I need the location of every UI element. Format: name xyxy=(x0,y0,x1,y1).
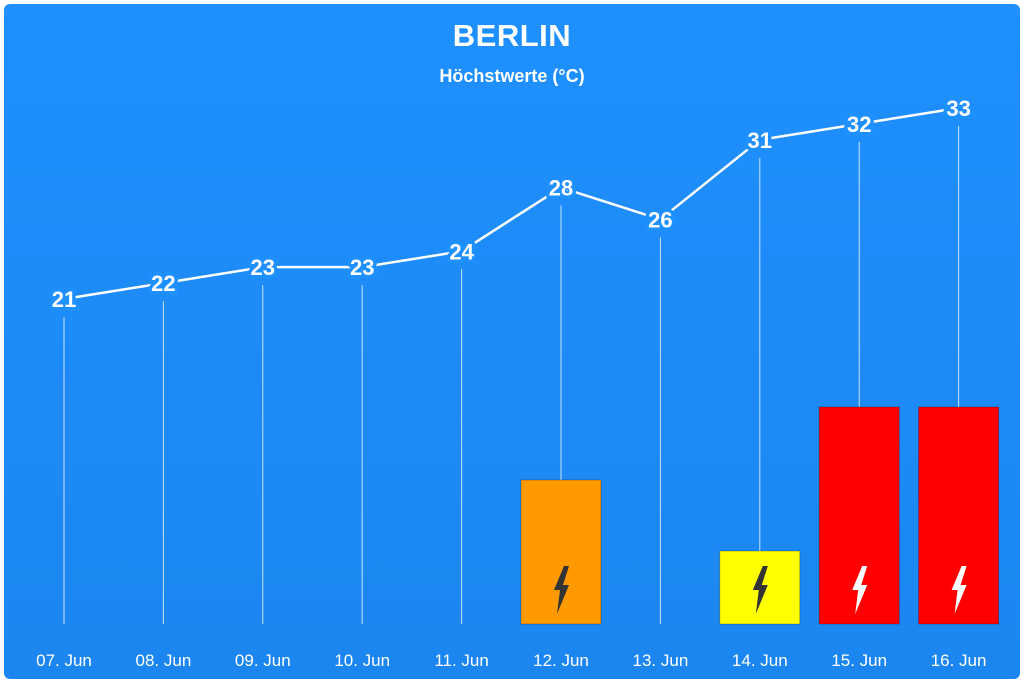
x-tick-label: 10. Jun xyxy=(334,651,390,670)
x-tick-label: 11. Jun xyxy=(434,651,489,670)
chart-subtitle: Höchstwerte (°C) xyxy=(439,66,585,86)
chart-frame: 21 22 23 23 24 28 26 31 32 33 07. Jun 08. Jun 09. J… xyxy=(4,4,1020,679)
temperature-line xyxy=(63,106,959,301)
value-label: 33 xyxy=(946,96,970,121)
value-label: 21 xyxy=(52,287,76,312)
x-tick-label: 12. Jun xyxy=(533,651,589,670)
lightning-bolt-icon xyxy=(752,566,768,614)
warning-bars xyxy=(520,406,1000,625)
value-label: 24 xyxy=(449,239,474,264)
value-label: 32 xyxy=(847,112,871,137)
x-tick-label: 13. Jun xyxy=(633,651,689,670)
x-tick-label: 14. Jun xyxy=(732,651,788,670)
weather-chart: 21 22 23 23 24 28 26 31 32 33 07. Jun 08. Jun 09. J… xyxy=(4,4,1020,679)
chart-title: BERLIN xyxy=(452,18,572,53)
x-axis-labels: 07. Jun 08. Jun 09. Jun 10. Jun 11. Jun 12. J… xyxy=(36,651,986,670)
x-tick-label: 15. Jun xyxy=(831,651,887,670)
value-label: 31 xyxy=(748,128,772,153)
value-label: 23 xyxy=(251,255,275,280)
x-tick-label: 16. Jun xyxy=(931,651,987,670)
value-label: 23 xyxy=(350,255,374,280)
lightning-bolt-icon xyxy=(852,566,868,614)
value-label: 28 xyxy=(549,176,573,201)
value-label: 26 xyxy=(648,207,672,232)
lightning-bolt-icon xyxy=(951,566,967,614)
x-tick-label: 08. Jun xyxy=(136,651,192,670)
x-tick-label: 07. Jun xyxy=(36,651,92,670)
value-label: 22 xyxy=(151,271,175,296)
lightning-bolt-icon xyxy=(554,566,569,614)
value-labels: 21 22 23 23 24 28 26 31 32 33 xyxy=(48,93,974,316)
x-tick-label: 09. Jun xyxy=(235,651,291,670)
